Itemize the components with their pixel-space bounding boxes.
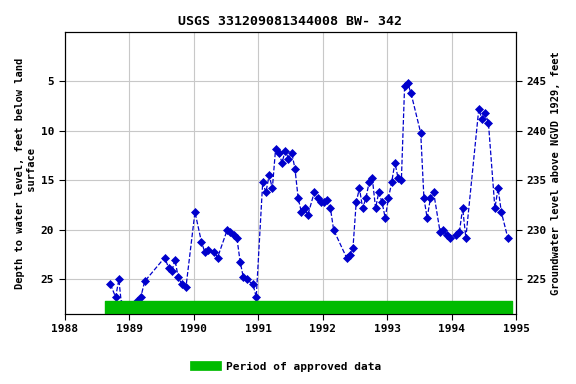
Legend: Period of approved data: Period of approved data <box>191 358 385 377</box>
Y-axis label: Groundwater level above NGVD 1929, feet: Groundwater level above NGVD 1929, feet <box>551 51 561 295</box>
Y-axis label: Depth to water level, feet below land
 surface: Depth to water level, feet below land su… <box>15 57 37 289</box>
Title: USGS 331209081344008 BW- 342: USGS 331209081344008 BW- 342 <box>179 15 403 28</box>
